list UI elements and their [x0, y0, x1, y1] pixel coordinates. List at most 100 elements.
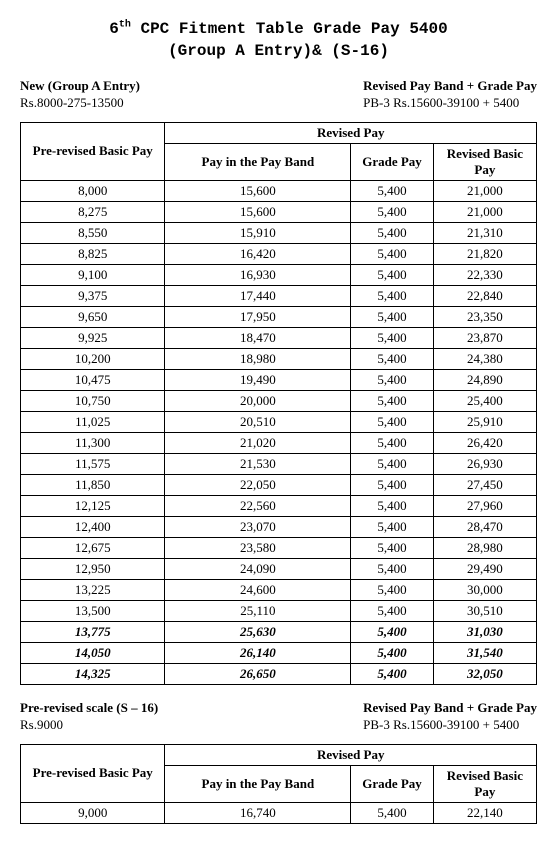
- cell-band: 25,630: [165, 621, 351, 642]
- cell-pre: 14,325: [21, 663, 165, 684]
- cell-rev: 27,960: [433, 495, 536, 516]
- cell-pre: 12,400: [21, 516, 165, 537]
- title-line-1: 6th CPC Fitment Table Grade Pay 5400: [109, 20, 447, 38]
- cell-band: 15,600: [165, 180, 351, 201]
- cell-gp: 5,400: [351, 663, 434, 684]
- cell-pre: 8,825: [21, 243, 165, 264]
- fitment-table-2: Pre-revised Basic Pay Revised Pay Pay in…: [20, 744, 537, 824]
- cell-band: 18,470: [165, 327, 351, 348]
- cell-gp: 5,400: [351, 369, 434, 390]
- th-revised-pay: Revised Pay: [165, 122, 537, 143]
- table-row: 10,47519,4905,40024,890: [21, 369, 537, 390]
- cell-band: 25,110: [165, 600, 351, 621]
- table-row: 11,02520,5105,40025,910: [21, 411, 537, 432]
- cell-gp: 5,400: [351, 642, 434, 663]
- cell-band: 22,050: [165, 474, 351, 495]
- table-row: 13,77525,6305,40031,030: [21, 621, 537, 642]
- cell-band: 24,600: [165, 579, 351, 600]
- cell-band: 15,600: [165, 201, 351, 222]
- page-title: 6th CPC Fitment Table Grade Pay 5400 (Gr…: [20, 18, 537, 63]
- cell-rev: 24,380: [433, 348, 536, 369]
- cell-rev: 21,000: [433, 180, 536, 201]
- cell-rev: 22,840: [433, 285, 536, 306]
- cell-gp: 5,400: [351, 222, 434, 243]
- cell-rev: 30,510: [433, 600, 536, 621]
- cell-band: 21,020: [165, 432, 351, 453]
- table-row: 14,05026,1405,40031,540: [21, 642, 537, 663]
- table-row: 9,65017,9505,40023,350: [21, 306, 537, 327]
- title-pre: 6: [109, 20, 119, 38]
- cell-pre: 9,925: [21, 327, 165, 348]
- th-pre-revised-2: Pre-revised Basic Pay: [21, 744, 165, 802]
- th-grade-pay: Grade Pay: [351, 143, 434, 180]
- table-row: 9,37517,4405,40022,840: [21, 285, 537, 306]
- table-row: 9,00016,7405,40022,140: [21, 802, 537, 823]
- section-2-right: Revised Pay Band + Grade Pay PB-3 Rs.156…: [363, 699, 537, 734]
- cell-rev: 28,470: [433, 516, 536, 537]
- cell-pre: 10,750: [21, 390, 165, 411]
- cell-pre: 9,100: [21, 264, 165, 285]
- cell-rev: 21,000: [433, 201, 536, 222]
- table-row: 8,00015,6005,40021,000: [21, 180, 537, 201]
- cell-rev: 31,030: [433, 621, 536, 642]
- cell-pre: 13,225: [21, 579, 165, 600]
- section-1-left-label: New (Group A Entry): [20, 77, 140, 95]
- th-pay-band-2: Pay in the Pay Band: [165, 765, 351, 802]
- cell-gp: 5,400: [351, 558, 434, 579]
- table-row: 11,57521,5305,40026,930: [21, 453, 537, 474]
- cell-gp: 5,400: [351, 474, 434, 495]
- cell-pre: 12,125: [21, 495, 165, 516]
- section-2-left: Pre-revised scale (S – 16) Rs.9000: [20, 699, 158, 734]
- table-row: 11,30021,0205,40026,420: [21, 432, 537, 453]
- fitment-table-1: Pre-revised Basic Pay Revised Pay Pay in…: [20, 122, 537, 685]
- table-row: 13,22524,6005,40030,000: [21, 579, 537, 600]
- table-row: 9,10016,9305,40022,330: [21, 264, 537, 285]
- th-revised-basic-2: Revised Basic Pay: [433, 765, 536, 802]
- cell-gp: 5,400: [351, 621, 434, 642]
- cell-band: 23,070: [165, 516, 351, 537]
- cell-rev: 30,000: [433, 579, 536, 600]
- cell-rev: 31,540: [433, 642, 536, 663]
- section-1-left-value: Rs.8000-275-13500: [20, 94, 140, 112]
- cell-pre: 14,050: [21, 642, 165, 663]
- cell-gp: 5,400: [351, 201, 434, 222]
- table-row: 14,32526,6505,40032,050: [21, 663, 537, 684]
- cell-gp: 5,400: [351, 537, 434, 558]
- cell-band: 16,930: [165, 264, 351, 285]
- section-1-header: New (Group A Entry) Rs.8000-275-13500 Re…: [20, 77, 537, 112]
- table-row: 12,67523,5805,40028,980: [21, 537, 537, 558]
- cell-pre: 13,500: [21, 600, 165, 621]
- section-1-right: Revised Pay Band + Grade Pay PB-3 Rs.156…: [363, 77, 537, 112]
- th-pay-band: Pay in the Pay Band: [165, 143, 351, 180]
- cell-band: 21,530: [165, 453, 351, 474]
- cell-pre: 8,275: [21, 201, 165, 222]
- cell-pre: 12,950: [21, 558, 165, 579]
- cell-gp: 5,400: [351, 264, 434, 285]
- cell-pre: 13,775: [21, 621, 165, 642]
- cell-band: 17,950: [165, 306, 351, 327]
- title-line-2: (Group A Entry)& (S-16): [168, 42, 389, 60]
- cell-rev: 25,910: [433, 411, 536, 432]
- cell-pre: 8,000: [21, 180, 165, 201]
- cell-gp: 5,400: [351, 516, 434, 537]
- cell-pre: 11,300: [21, 432, 165, 453]
- cell-band: 26,650: [165, 663, 351, 684]
- cell-rev: 28,980: [433, 537, 536, 558]
- cell-gp: 5,400: [351, 411, 434, 432]
- th-pre-revised: Pre-revised Basic Pay: [21, 122, 165, 180]
- table-row: 10,75020,0005,40025,400: [21, 390, 537, 411]
- cell-rev: 26,930: [433, 453, 536, 474]
- cell-gp: 5,400: [351, 180, 434, 201]
- section-2-left-value: Rs.9000: [20, 716, 158, 734]
- cell-gp: 5,400: [351, 432, 434, 453]
- cell-gp: 5,400: [351, 285, 434, 306]
- cell-rev: 25,400: [433, 390, 536, 411]
- cell-pre: 8,550: [21, 222, 165, 243]
- cell-rev: 21,820: [433, 243, 536, 264]
- cell-band: 23,580: [165, 537, 351, 558]
- cell-pre: 9,000: [21, 802, 165, 823]
- cell-pre: 9,650: [21, 306, 165, 327]
- cell-rev: 22,330: [433, 264, 536, 285]
- cell-gp: 5,400: [351, 306, 434, 327]
- cell-band: 20,000: [165, 390, 351, 411]
